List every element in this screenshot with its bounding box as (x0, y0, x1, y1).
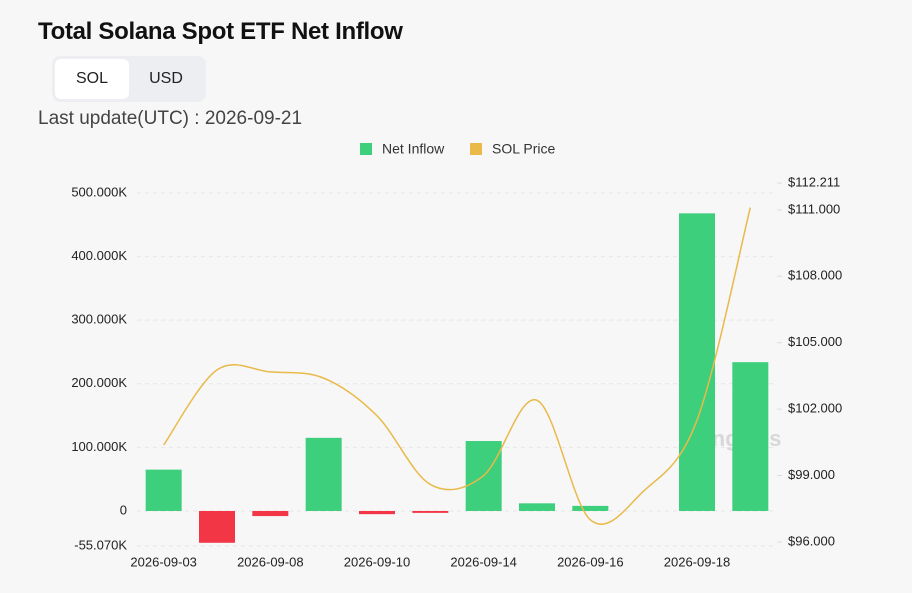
y2-tick-label: $111.000 (788, 201, 840, 216)
x-tick-label: 2026-09-16 (557, 554, 624, 569)
bar (732, 362, 769, 511)
y-tick-label: 400.000K (71, 248, 127, 263)
bar (412, 510, 449, 513)
y2-tick-label: $102.000 (788, 401, 842, 416)
unit-option[interactable]: SOL (55, 59, 129, 99)
x-tick-label: 2026-09-18 (664, 554, 731, 569)
y2-tick-label: $99.000 (788, 467, 835, 482)
bar (572, 505, 609, 511)
bar (199, 510, 235, 543)
y-tick-label: 300.000K (71, 312, 127, 327)
y-tick-label: 0 (120, 502, 127, 517)
bar (519, 503, 555, 511)
x-tick-label: 2026-09-08 (237, 554, 304, 569)
legend-swatch (360, 143, 372, 155)
legend-label: SOL Price (492, 141, 555, 157)
chart-title: Total Solana Spot ETF Net Inflow (38, 18, 403, 45)
y2-tick-label: $108.000 (788, 268, 842, 283)
bar (145, 469, 182, 511)
x-tick-label: 2026-09-14 (450, 554, 517, 569)
y-tick-label: 200.000K (71, 375, 127, 390)
bar (252, 510, 289, 517)
bar (359, 510, 395, 515)
y2-tick-label: $96.000 (788, 533, 835, 548)
y-tick-label: 100.000K (71, 439, 127, 454)
bar (679, 213, 715, 511)
y-tick-label: 500.000K (71, 184, 127, 199)
unit-option[interactable]: USD (149, 70, 183, 87)
legend-label: Net Inflow (382, 141, 445, 157)
price-line (163, 207, 752, 525)
x-tick-label: 2026-09-03 (130, 554, 197, 569)
y-tick-label: -55.070K (74, 537, 127, 552)
legend-swatch (470, 143, 482, 155)
y2-tick-label: $112.211 (788, 174, 840, 189)
last-update: Last update(UTC) : 2026-09-21 (38, 108, 303, 129)
unit-toggle: SOL USD (52, 56, 206, 102)
y2-tick-label: $105.000 (788, 334, 842, 349)
x-tick-label: 2026-09-10 (344, 554, 411, 569)
bar (305, 437, 342, 511)
